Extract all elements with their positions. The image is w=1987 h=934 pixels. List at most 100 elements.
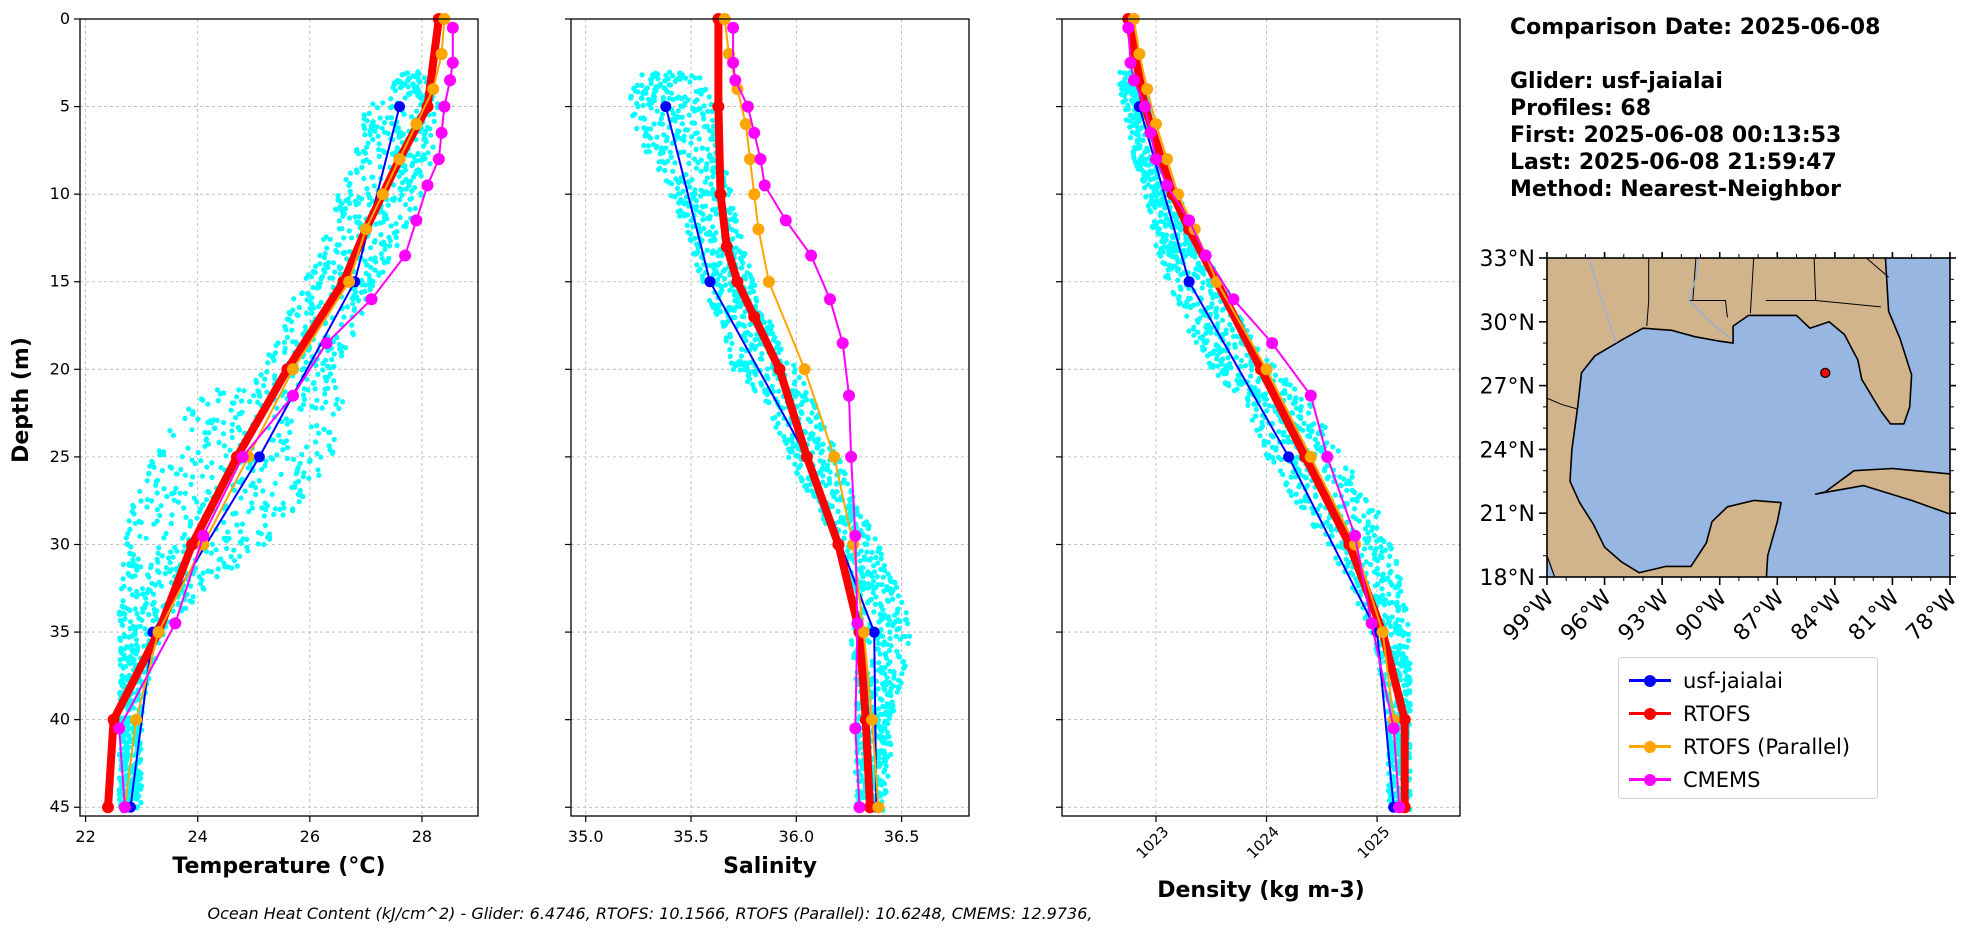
scatter-point xyxy=(153,478,159,485)
scatter-point xyxy=(1405,637,1412,644)
scatter-point xyxy=(681,201,687,207)
scatter-point xyxy=(125,531,131,537)
scatter-point xyxy=(1195,274,1201,281)
rtofs-parallel-point xyxy=(798,363,811,376)
scatter-point xyxy=(643,90,649,96)
scatter-point xyxy=(368,245,374,251)
scatter-point xyxy=(371,183,377,189)
scatter-point xyxy=(1374,566,1380,572)
scatter-point xyxy=(682,100,688,107)
scatter-point xyxy=(159,553,165,559)
legend: usf-jaialai RTOFS RTOFS (Parallel) CMEMS xyxy=(1618,657,1878,799)
scatter-point xyxy=(121,646,127,652)
scatter-point xyxy=(1387,543,1393,549)
scatter-point xyxy=(1238,378,1244,384)
scatter-point xyxy=(1125,102,1131,108)
scatter-point xyxy=(340,399,346,405)
scatter-point xyxy=(1176,294,1182,300)
scatter-point xyxy=(1373,513,1379,520)
scatter-point xyxy=(697,75,703,81)
scatter-point xyxy=(154,518,160,524)
scatter-point xyxy=(700,217,706,223)
scatter-point xyxy=(338,353,345,359)
scatter-point xyxy=(809,398,815,404)
lon-tick-label: 84°W xyxy=(1786,585,1847,646)
scatter-point xyxy=(1260,392,1266,398)
scatter-point xyxy=(380,100,386,106)
x-tick-label: 35.0 xyxy=(568,827,604,846)
scatter-point xyxy=(127,654,133,660)
scatter-point xyxy=(698,168,704,174)
scatter-point xyxy=(1132,159,1138,165)
scatter-point xyxy=(388,223,394,229)
scatter-point xyxy=(182,415,188,422)
scatter-point xyxy=(902,633,908,640)
scatter-point xyxy=(128,660,134,666)
scatter-point xyxy=(304,297,310,303)
scatter-point xyxy=(735,321,741,328)
scatter-point xyxy=(389,115,395,121)
scatter-point xyxy=(887,629,893,635)
scatter-point xyxy=(121,632,127,638)
scatter-point xyxy=(374,105,380,111)
scatter-point xyxy=(1385,575,1391,581)
scatter-point xyxy=(120,561,126,568)
scatter-point xyxy=(346,249,352,255)
scatter-point xyxy=(362,150,369,156)
scatter-point xyxy=(300,494,306,500)
scatter-point xyxy=(714,306,720,312)
scatter-point xyxy=(306,475,312,481)
scatter-point xyxy=(721,276,728,282)
scatter-point xyxy=(1181,270,1187,277)
scatter-point xyxy=(1261,438,1267,444)
scatter-point xyxy=(327,365,333,371)
scatter-point xyxy=(789,388,795,394)
scatter-point xyxy=(419,157,425,163)
scatter-point xyxy=(1124,81,1130,87)
scatter-point xyxy=(1170,235,1176,241)
scatter-point xyxy=(769,383,775,389)
scatter-point xyxy=(1386,591,1392,597)
cmems-point xyxy=(1365,617,1378,630)
scatter-point xyxy=(851,651,857,657)
scatter-point xyxy=(120,576,126,582)
scatter-point xyxy=(284,445,291,451)
scatter-point xyxy=(229,428,235,434)
scatter-point xyxy=(411,74,418,80)
scatter-point xyxy=(1133,92,1139,98)
scatter-point xyxy=(334,335,340,341)
scatter-point xyxy=(820,479,826,485)
scatter-point xyxy=(348,235,355,241)
scatter-point xyxy=(692,120,698,126)
rtofs-parallel-point xyxy=(857,626,870,639)
scatter-point xyxy=(138,783,144,789)
scatter-point xyxy=(418,190,424,196)
lon-tick-label: 90°W xyxy=(1671,585,1732,646)
y-tick-label: 40 xyxy=(50,710,70,729)
scatter-point xyxy=(151,521,157,527)
scatter-point xyxy=(421,75,428,81)
scatter-point xyxy=(1199,285,1205,291)
scatter-point xyxy=(1131,145,1137,151)
scatter-point xyxy=(1206,327,1212,333)
rtofs-parallel-point xyxy=(376,188,389,201)
scatter-point xyxy=(203,497,210,503)
scatter-point xyxy=(1403,664,1409,670)
cmems-point xyxy=(1304,389,1317,402)
legend-label: RTOFS (Parallel) xyxy=(1683,734,1851,759)
scatter-point xyxy=(158,503,164,509)
scatter-point xyxy=(701,103,707,109)
scatter-point xyxy=(1337,482,1343,488)
scatter-point xyxy=(1130,149,1136,155)
scatter-point xyxy=(709,207,716,213)
ocean-heat-content-caption: Ocean Heat Content (kJ/cm^2) - Glider: 6… xyxy=(207,904,1093,923)
scatter-point xyxy=(397,85,403,91)
lon-tick-label: 93°W xyxy=(1614,585,1675,646)
scatter-point xyxy=(634,100,640,107)
scatter-point xyxy=(630,112,637,118)
scatter-point xyxy=(364,118,370,124)
scatter-point xyxy=(1285,434,1291,440)
scatter-point xyxy=(277,506,283,512)
scatter-point xyxy=(304,310,310,316)
scatter-point xyxy=(189,474,196,480)
